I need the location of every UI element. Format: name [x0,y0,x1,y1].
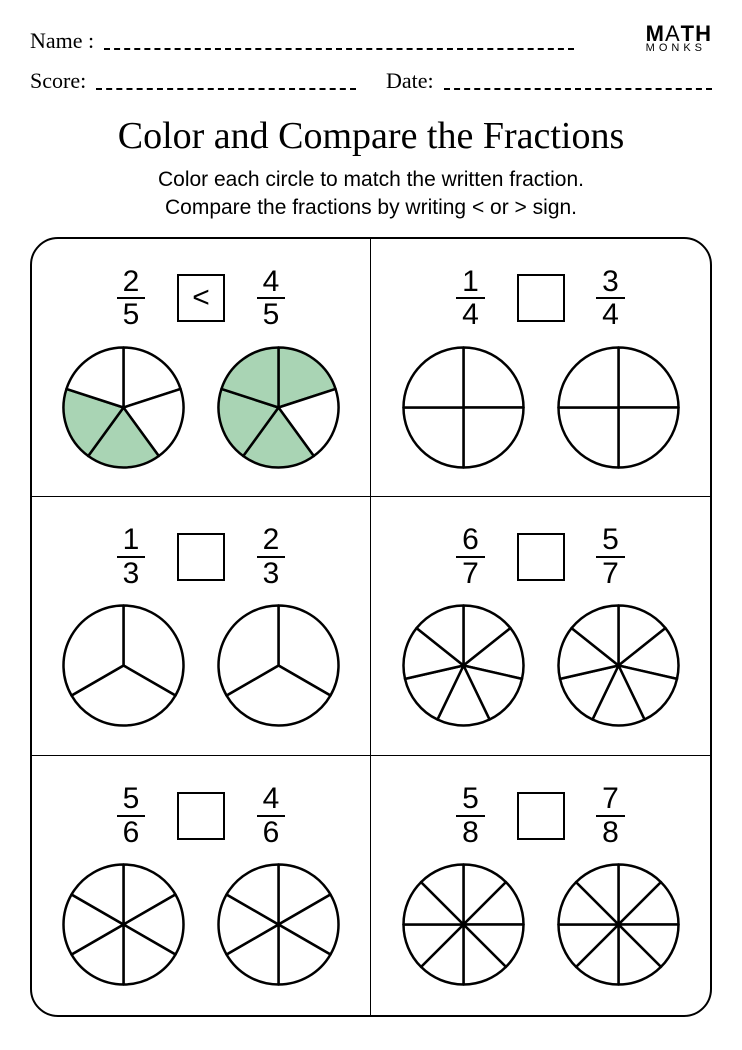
fraction-denominator: 6 [257,817,286,849]
fraction-circle [401,345,526,470]
fraction-denominator: 4 [596,299,625,331]
problem-cell: 5 6 4 6 [32,756,371,1015]
fraction-circle [556,345,681,470]
fraction-denominator: 5 [117,299,146,331]
fraction-denominator: 5 [257,299,286,331]
fraction-numerator: 7 [596,783,625,817]
logo-subtext: MONKS [646,44,712,54]
fraction-right: 2 3 [253,524,289,589]
instructions-line-1: Color each circle to match the written f… [158,168,584,191]
fraction-circle [216,862,341,987]
fraction-row: 1 3 2 3 [113,524,289,589]
fraction-row: 1 4 3 4 [453,266,629,331]
fraction-row: 6 7 5 7 [453,524,629,589]
name-label: Name : [30,28,94,54]
fraction-circle [401,862,526,987]
problem-grid-container: 2 5 < 4 5 1 4 3 4 1 3 [30,237,712,1017]
problem-cell: 2 5 < 4 5 [32,239,371,498]
fraction-left: 2 5 [113,266,149,331]
name-field-row: Name : [30,28,712,54]
fraction-numerator: 5 [117,783,146,817]
problem-cell: 1 3 2 3 [32,497,371,756]
fraction-circle [556,862,681,987]
circle-row [401,862,681,987]
fraction-right: 5 7 [593,524,629,589]
fraction-circle [216,603,341,728]
comparison-box[interactable] [517,792,565,840]
problem-cell: 1 4 3 4 [371,239,710,498]
instructions-line-2: Compare the fractions by writing < or > … [165,196,577,219]
circle-row [61,862,341,987]
fraction-denominator: 7 [456,558,485,590]
fraction-row: 5 6 4 6 [113,783,289,848]
fraction-denominator: 8 [456,817,485,849]
fraction-right: 3 4 [593,266,629,331]
score-date-row: Score: Date: [30,68,712,94]
fraction-denominator: 3 [117,558,146,590]
comparison-box[interactable]: < [177,274,225,322]
circle-row [61,603,341,728]
fraction-circle [61,603,186,728]
comparison-box[interactable] [517,274,565,322]
fraction-numerator: 2 [257,524,286,558]
score-input-line[interactable] [96,88,356,90]
fraction-left: 5 6 [113,783,149,848]
problem-cell: 5 8 7 8 [371,756,710,1015]
fraction-right: 4 6 [253,783,289,848]
name-input-line[interactable] [104,48,574,50]
fraction-left: 6 7 [453,524,489,589]
fraction-right: 4 5 [253,266,289,331]
problem-cell: 6 7 5 7 [371,497,710,756]
fraction-circle [401,603,526,728]
fraction-numerator: 2 [117,266,146,300]
fraction-numerator: 3 [596,266,625,300]
fraction-numerator: 1 [117,524,146,558]
fraction-denominator: 7 [596,558,625,590]
comparison-box[interactable] [177,533,225,581]
fraction-denominator: 4 [456,299,485,331]
fraction-numerator: 4 [257,783,286,817]
fraction-row: 2 5 < 4 5 [113,266,289,331]
circle-row [401,603,681,728]
fraction-circle [216,345,341,470]
problem-grid: 2 5 < 4 5 1 4 3 4 1 3 [32,239,710,1015]
fraction-row: 5 8 7 8 [453,783,629,848]
fraction-left: 1 3 [113,524,149,589]
score-label: Score: [30,68,86,94]
fraction-denominator: 6 [117,817,146,849]
fraction-numerator: 5 [596,524,625,558]
fraction-denominator: 3 [257,558,286,590]
fraction-circle [61,862,186,987]
brand-logo: MATH MONKS [646,24,712,54]
fraction-numerator: 5 [456,783,485,817]
worksheet-title: Color and Compare the Fractions [30,114,712,158]
fraction-circle [556,603,681,728]
fraction-left: 1 4 [453,266,489,331]
worksheet-instructions: Color each circle to match the written f… [30,166,712,223]
fraction-numerator: 4 [257,266,286,300]
date-label: Date: [386,68,434,94]
fraction-numerator: 6 [456,524,485,558]
fraction-right: 7 8 [593,783,629,848]
fraction-numerator: 1 [456,266,485,300]
fraction-circle [61,345,186,470]
date-input-line[interactable] [444,88,712,90]
circle-row [61,345,341,470]
circle-row [401,345,681,470]
comparison-box[interactable] [177,792,225,840]
fraction-left: 5 8 [453,783,489,848]
fraction-denominator: 8 [596,817,625,849]
comparison-box[interactable] [517,533,565,581]
